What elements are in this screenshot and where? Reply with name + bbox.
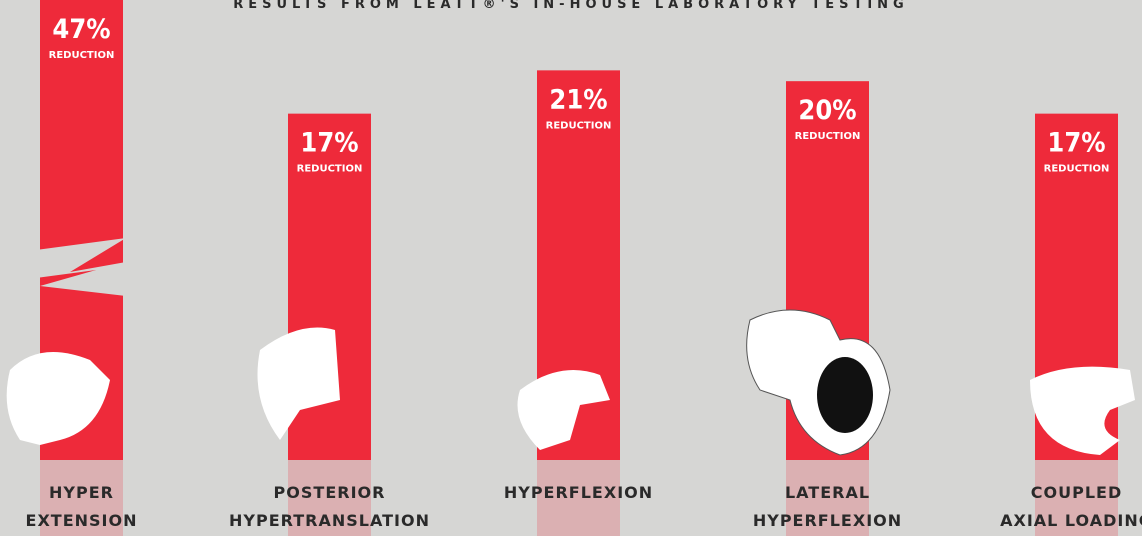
value-label: 20%	[798, 95, 856, 126]
illustration	[817, 357, 873, 433]
value-caption: REDUCTION	[546, 120, 612, 131]
x-tick-label: COUPLED	[1031, 483, 1122, 502]
value-caption: REDUCTION	[795, 131, 861, 142]
x-tick-label: AXIAL LOADING	[1000, 511, 1142, 530]
x-tick-label: EXTENSION	[26, 511, 138, 530]
x-tick-label: HYPERTRANSLATION	[229, 511, 430, 530]
page: RESULTS FROM LEATT®'S IN-HOUSE LABORATOR…	[0, 0, 1142, 536]
chart-title: RESULTS FROM LEATT®'S IN-HOUSE LABORATOR…	[233, 0, 908, 12]
chart: RESULTS FROM LEATT®'S IN-HOUSE LABORATOR…	[0, 0, 1142, 536]
x-tick-label: HYPERFLEXION	[753, 511, 902, 530]
value-caption: REDUCTION	[49, 50, 115, 61]
x-tick-label: HYPER	[49, 483, 114, 502]
value-label: 17%	[300, 128, 358, 159]
value-label: 47%	[52, 14, 110, 45]
value-label: 21%	[549, 84, 607, 115]
value-caption: REDUCTION	[1044, 164, 1110, 175]
x-tick-label: LATERAL	[785, 483, 870, 502]
x-tick-label: HYPERFLEXION	[504, 483, 653, 502]
value-label: 17%	[1047, 128, 1105, 159]
x-tick-label: POSTERIOR	[274, 483, 386, 502]
value-caption: REDUCTION	[297, 164, 363, 175]
